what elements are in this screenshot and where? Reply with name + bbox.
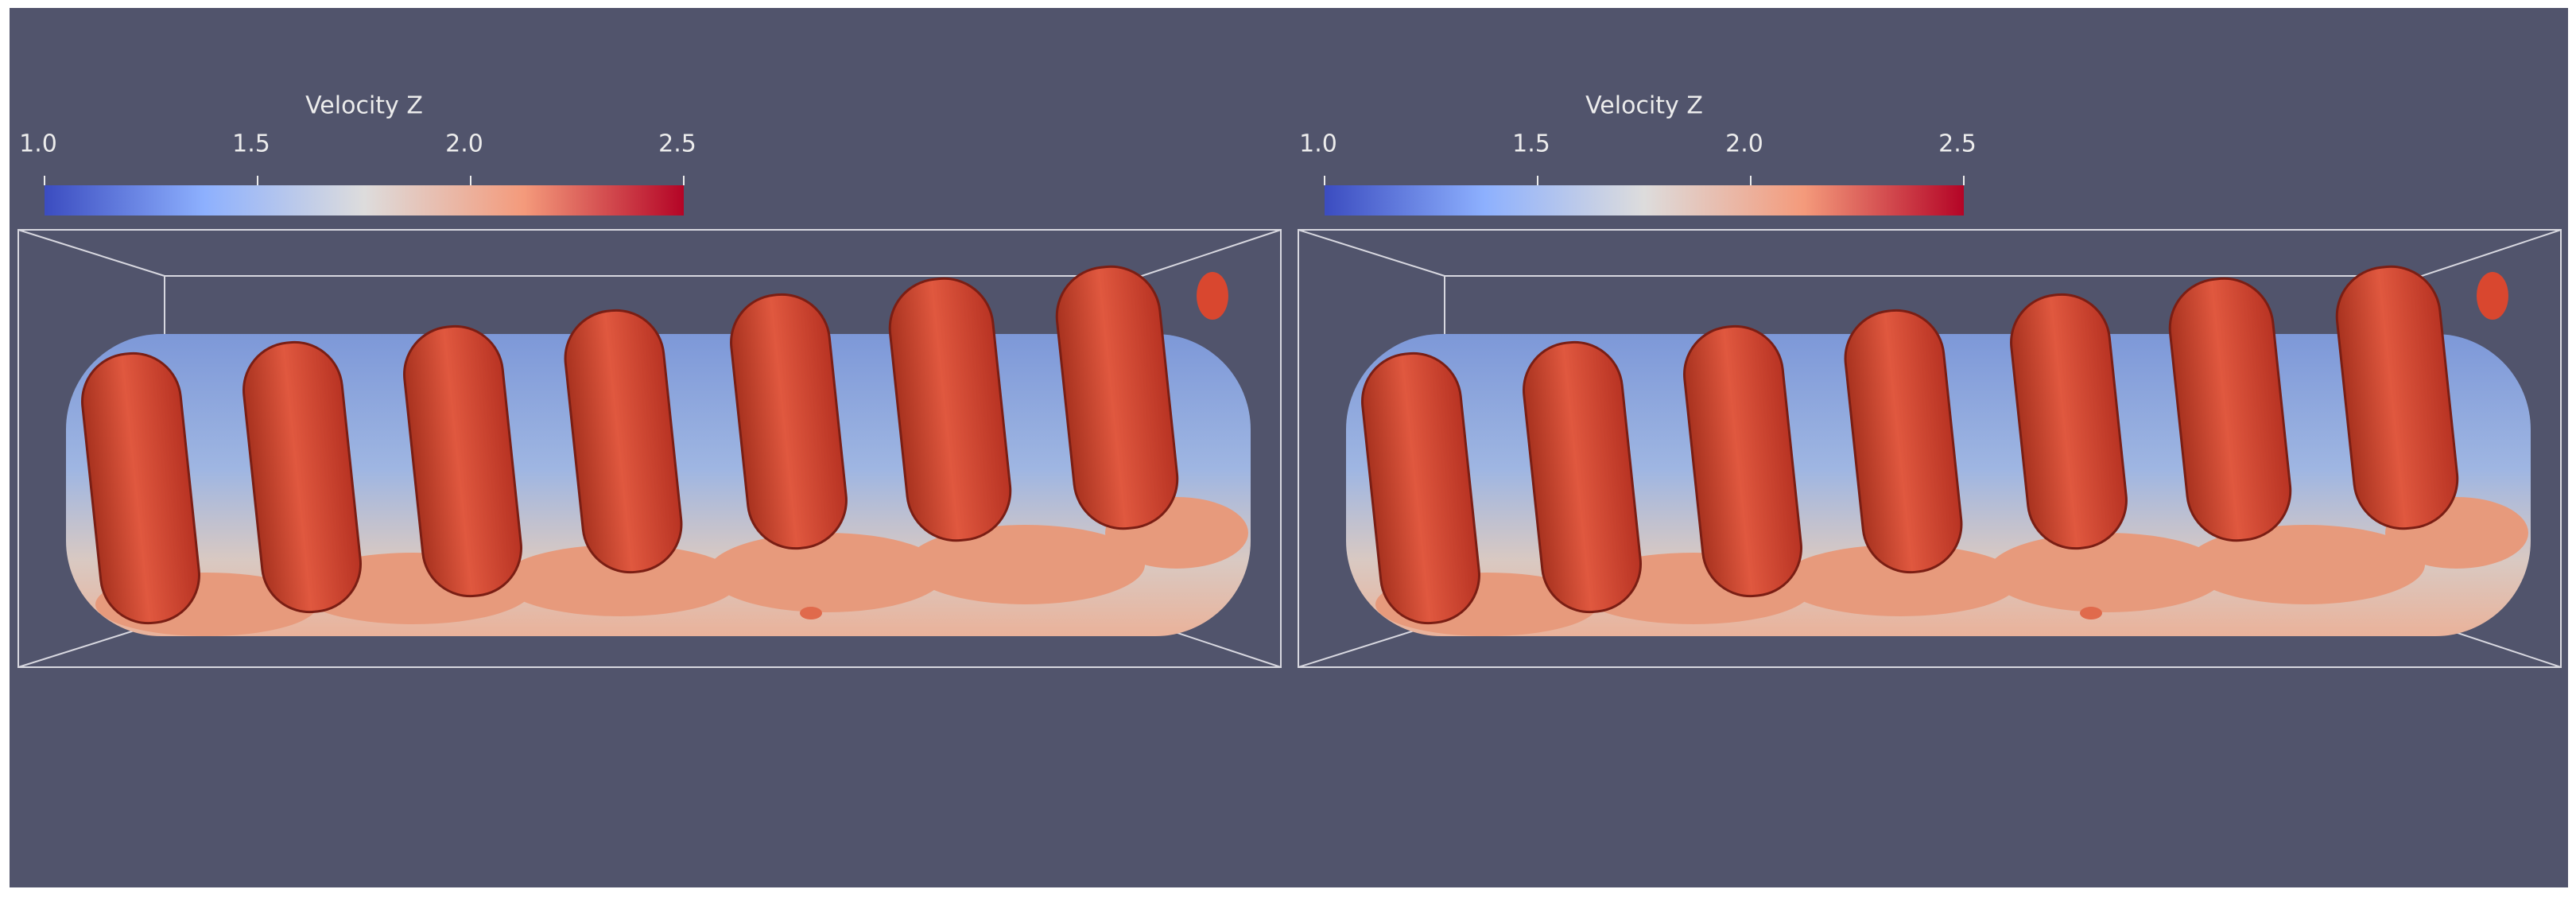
colorbar-tick-label: 2.5 bbox=[1938, 130, 1977, 158]
colorbar-tick-label: 1.0 bbox=[19, 130, 57, 158]
colorbar-tick-label: 1.5 bbox=[232, 130, 270, 158]
colorbar-title: Velocity Z bbox=[305, 92, 423, 120]
colorbar-tick-label: 2.0 bbox=[445, 130, 483, 158]
colorbar-tick-label: 1.0 bbox=[1299, 130, 1337, 158]
colorbar-tick-label: 2.5 bbox=[658, 130, 696, 158]
colorbar-tick-label: 1.5 bbox=[1512, 130, 1550, 158]
colorbar-title: Velocity Z bbox=[1585, 92, 1703, 120]
colorbar-tick-label: 2.0 bbox=[1725, 130, 1763, 158]
colorbar bbox=[45, 185, 684, 216]
colorbar bbox=[1325, 185, 1964, 216]
